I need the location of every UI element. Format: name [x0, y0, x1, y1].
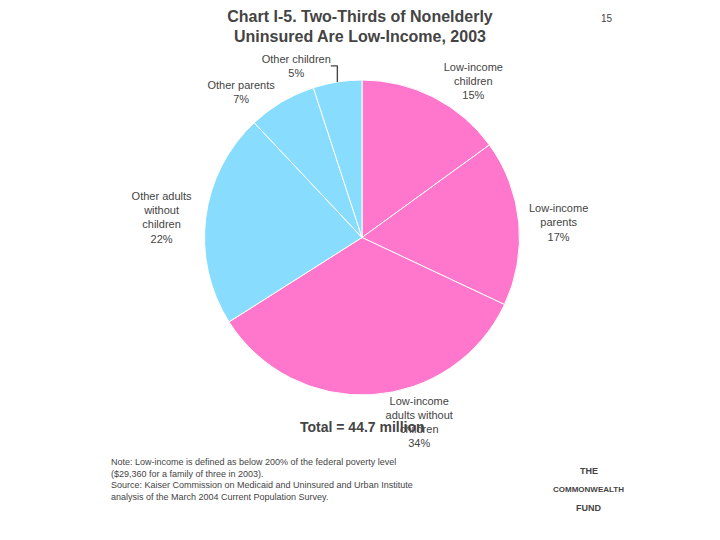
svg-text:COMMONWEALTH: COMMONWEALTH: [553, 485, 624, 494]
svg-text:Total = 44.7 million: Total = 44.7 million: [300, 419, 425, 435]
svg-text:Low-incomeadults withoutchildr: Low-incomeadults withoutchildren34%: [386, 395, 453, 450]
svg-text:Other adultswithoutchildren22%: Other adultswithoutchildren22%: [132, 190, 192, 245]
svg-text:Low-incomechildren15%: Low-incomechildren15%: [444, 61, 503, 102]
svg-text:Chart I-5. Two-Thirds of Nonel: Chart I-5. Two-Thirds of NonelderlyUnins…: [227, 8, 493, 46]
svg-text:Low-incomeparents17%: Low-incomeparents17%: [529, 202, 588, 243]
svg-text:15: 15: [601, 13, 613, 24]
svg-text:Other parents7%: Other parents7%: [207, 79, 275, 105]
svg-text:THE: THE: [580, 466, 598, 476]
svg-text:Note: Low-income is defined as: Note: Low-income is defined as below 200…: [111, 457, 413, 502]
svg-text:FUND: FUND: [576, 503, 601, 513]
svg-text:Other children5%: Other children5%: [262, 53, 331, 79]
